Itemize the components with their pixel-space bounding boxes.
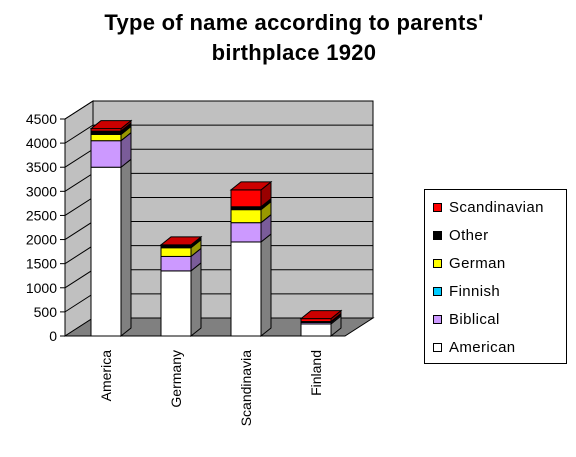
bar-top-america (89, 120, 133, 130)
y-tick-label: 1000 (26, 280, 57, 296)
y-tick-label: 2500 (26, 207, 57, 223)
legend-swatch-american (433, 342, 442, 352)
y-tick-label: 2000 (26, 232, 57, 248)
bar-segment-american (160, 270, 192, 337)
legend-swatch-scandinavian (433, 202, 442, 212)
bar-segment-scandinavian (230, 189, 262, 208)
legend-item-finnish: Finnish (433, 282, 500, 300)
bar-segment-biblical (160, 255, 192, 272)
y-tick-label: 500 (34, 304, 58, 320)
legend-label-finnish: Finnish (449, 282, 501, 300)
bar-segment-german (160, 247, 192, 257)
legend-label-american: American (449, 338, 516, 356)
bar-top-finland (299, 310, 343, 320)
legend-swatch-other (433, 230, 442, 240)
legend-swatch-biblical (433, 314, 442, 324)
legend-item-american: American (433, 338, 516, 356)
bar-segment-german (230, 209, 262, 224)
legend-label-german: German (449, 254, 506, 272)
legend-item-biblical: Biblical (433, 310, 500, 328)
y-tick-label: 4500 (26, 111, 57, 127)
legend-item-german: German (433, 254, 506, 272)
chart-legend: Scandinavian Other German Finnish Biblic… (424, 189, 567, 364)
x-category-label: Germany (168, 350, 184, 408)
bar-side-american (190, 261, 202, 338)
bar-segment-german (90, 133, 122, 142)
bar-top-scandinavia (229, 181, 273, 191)
legend-swatch-finnish (433, 286, 442, 296)
bar-segment-biblical (90, 140, 122, 168)
chart-title-line-1: Type of name according to parents' (104, 10, 484, 35)
y-tick-label: 1500 (26, 256, 57, 272)
legend-label-biblical: Biblical (449, 310, 500, 328)
y-tick-label: 0 (49, 328, 57, 344)
y-tick-label: 4000 (26, 135, 57, 151)
gridline (64, 124, 373, 144)
chart-title-line-2: birthplace 1920 (211, 40, 377, 65)
bar-side-american (120, 158, 132, 338)
y-tick-label: 3000 (26, 183, 57, 199)
legend-item-scandinavian: Scandinavian (433, 198, 544, 216)
bar-segment-american (90, 166, 122, 337)
legend-item-other: Other (433, 226, 489, 244)
gridline (64, 100, 373, 120)
bar-segment-other (90, 130, 122, 135)
bar-top-germany (159, 236, 203, 246)
legend-swatch-german (433, 258, 442, 268)
legend-label-other: Other (449, 226, 489, 244)
bar-segment-american (230, 241, 262, 337)
x-category-label: America (98, 350, 114, 402)
bar-side-american (260, 232, 272, 338)
legend-label-scandinavian: Scandinavian (449, 198, 544, 216)
x-category-label: Finland (308, 350, 324, 396)
y-tick-label: 3500 (26, 159, 57, 175)
bar-segment-american (300, 323, 332, 337)
chart-side-wall (64, 100, 94, 337)
bar-segment-biblical (230, 222, 262, 243)
x-category-label: Scandinavia (238, 350, 254, 426)
